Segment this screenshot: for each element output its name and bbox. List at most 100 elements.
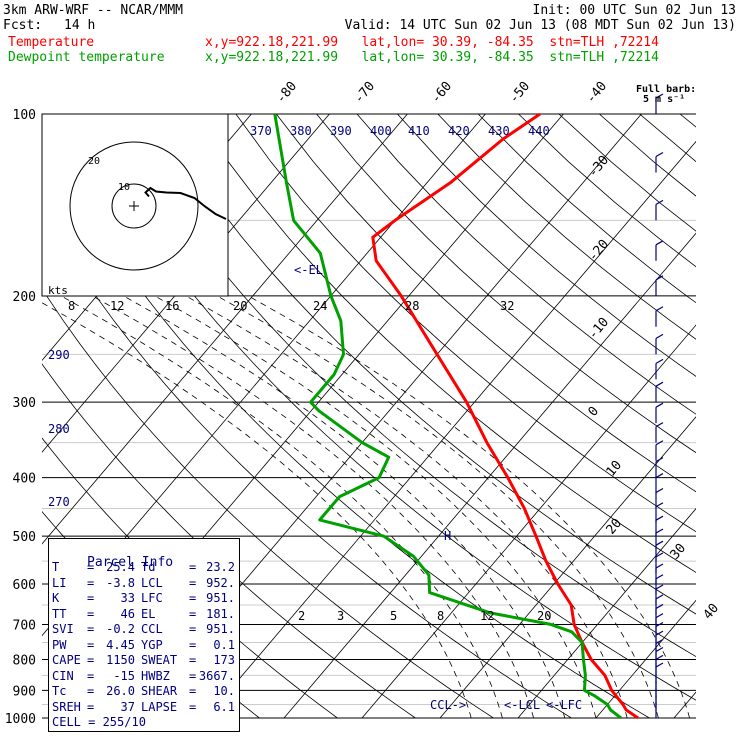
- parcel-info-row: SREH = 37 LAPSE = 6.1: [49, 700, 239, 715]
- wind-barb-flag: [655, 402, 664, 408]
- parcel-info-row: CELL = 255/10: [49, 715, 239, 730]
- theta-label: 270: [48, 495, 70, 509]
- parcel-info-equals: =: [87, 575, 95, 590]
- wind-barb-flag: [655, 638, 664, 644]
- wind-key-value: 5 m s⁻¹: [643, 94, 686, 105]
- parcel-info-key: LCL: [141, 575, 163, 590]
- theta-label: 440: [528, 124, 550, 138]
- parcel-info-key: Tc: [52, 684, 67, 698]
- parcel-info-row: LI = -3.8 LCL = 952.: [49, 576, 239, 591]
- parcel-info-value: 26.0: [106, 684, 135, 698]
- hodograph-ring: [69, 141, 199, 271]
- moist-adiabat-line: [60, 295, 503, 719]
- hodograph-ring-label: 10: [118, 182, 130, 193]
- wind-barb-flag: [655, 422, 664, 428]
- parcel-info-key: K: [52, 591, 60, 605]
- parcel-info-row: CIN = -15 HWBZ = 3667.: [49, 669, 239, 684]
- parcel-info-row: SVI = -0.2 CCL = 951.: [49, 622, 239, 637]
- pressure-tick-label: 100: [13, 108, 36, 123]
- moist-adiabat-line: [185, 295, 628, 719]
- theta-label: 400: [370, 124, 392, 138]
- sounding-series: [273, 112, 639, 720]
- moist-adiabat-line: [216, 295, 659, 719]
- dewpoint-location: x,y=922.18,221.99 lat,lon= 30.39, -84.35…: [205, 50, 659, 65]
- level-mark-label: <-EL: [294, 263, 323, 277]
- parcel-info-equals: =: [189, 575, 197, 590]
- hodograph-ring: [111, 183, 157, 229]
- parcel-info-value: 951.: [206, 591, 235, 605]
- parcel-info-cell: CELL = 255/10: [52, 715, 146, 729]
- theta-label: 290: [48, 348, 70, 362]
- parcel-info-value: -15: [113, 668, 135, 683]
- wind-barb-flag: [655, 654, 664, 660]
- theta-label: 390: [330, 124, 352, 138]
- mixing-ratio-label: 3: [337, 609, 344, 623]
- pressure-tick-label: 800: [13, 653, 36, 668]
- pressure-tick-label: 200: [13, 290, 36, 305]
- parcel-info-equals: =: [189, 668, 197, 683]
- mixing-ratio-label: 20: [233, 299, 247, 313]
- parcel-info-row: CAPE = 1150 SWEAT = 173: [49, 653, 239, 668]
- parcel-info-equals: =: [87, 684, 95, 698]
- isotherm-label: -80: [274, 79, 301, 107]
- init-time: Init: 00 UTC Sun 02 Jun 13: [532, 3, 737, 18]
- hodograph-trace: [144, 186, 227, 220]
- wind-barb-flag: [655, 594, 664, 600]
- parcel-info-equals: =: [189, 622, 197, 636]
- parcel-info-value: 951.: [206, 622, 235, 636]
- dry-adiabat-line: [397, 114, 696, 377]
- wind-barb-flag: [655, 515, 664, 521]
- wind-barb-flag: [655, 306, 664, 312]
- parcel-info-value: 952.: [206, 575, 235, 590]
- wind-barb-flag: [655, 152, 664, 158]
- parcel-info-value: 1150: [106, 653, 135, 667]
- parcel-info-key: LI: [52, 575, 67, 590]
- parcel-info-equals: =: [87, 668, 95, 683]
- moist-adiabat-line: [42, 302, 472, 719]
- moist-adiabat-line: [123, 295, 566, 719]
- isotherm-label: 20: [604, 516, 626, 538]
- dewpoint-line: [273, 113, 622, 720]
- isotherm-label: 40: [701, 601, 723, 623]
- isotherm-line: [439, 416, 696, 719]
- parcel-info-row: PW = 4.45 YGP = 0.1: [49, 638, 239, 653]
- parcel-info-value: 37: [120, 699, 135, 714]
- dry-adiabat-line: [42, 287, 494, 719]
- isotherm-label: -50: [507, 79, 534, 107]
- dry-adiabat-line: [599, 114, 696, 197]
- theta-label: 430: [488, 124, 510, 138]
- mixing-ratio-label: 24: [313, 299, 327, 313]
- moist-adiabat-line: [91, 295, 534, 719]
- moist-adiabat-line: [154, 295, 597, 719]
- dry-adiabat-line: [275, 114, 696, 493]
- pressure-tick-label: 600: [13, 578, 36, 593]
- parcel-info-equals: =: [189, 699, 197, 714]
- parcel-info-value: 173: [213, 653, 235, 667]
- dry-adiabat-line: [316, 114, 696, 454]
- dry-adiabat-line: [679, 114, 696, 128]
- mixing-ratio-label: 2: [298, 609, 305, 623]
- parcel-info-key: CIN: [52, 668, 74, 683]
- parcel-info-equals: =: [87, 560, 95, 574]
- forecast-hour: 14 h: [64, 18, 96, 33]
- parcel-info-key: LAPSE: [141, 699, 178, 714]
- wind-barbs: [655, 93, 664, 718]
- pressure-tick-label: 300: [13, 396, 36, 411]
- parcel-info-value: -0.2: [106, 622, 135, 636]
- wind-barb-flag: [655, 457, 664, 463]
- parcel-info-equals: =: [87, 637, 95, 652]
- wind-barb-flag: [655, 603, 664, 609]
- theta-label: 420: [448, 124, 470, 138]
- parcel-info-key: Td: [141, 560, 156, 574]
- parcel-info-row: Tc = 26.0 SHEAR = 10.: [49, 684, 239, 699]
- wind-barb-flag: [655, 563, 664, 569]
- isotherm-line: [595, 599, 696, 719]
- isotherm-label: -60: [429, 79, 456, 107]
- parcel-info-key: PW: [52, 637, 67, 652]
- parcel-info-value: 181.: [206, 606, 235, 621]
- dry-adiabat-line: [74, 114, 696, 701]
- dry-adiabat-line: [195, 114, 696, 573]
- hodograph-ring-label: 20: [88, 156, 100, 167]
- pressure-tick-label: 900: [13, 684, 36, 699]
- isotherm-line: [673, 691, 696, 719]
